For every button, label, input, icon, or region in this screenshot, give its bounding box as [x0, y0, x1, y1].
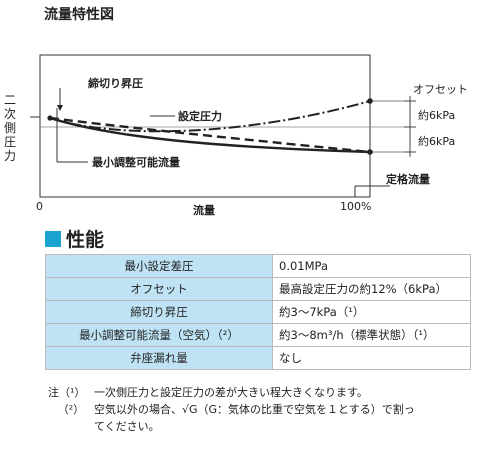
row-value: 約3～8m³/h（標準状態）（¹）: [272, 323, 471, 347]
row-value: 0.01MPa: [272, 254, 471, 278]
y-axis-label-char: 力: [4, 149, 16, 163]
row-value: なし: [272, 346, 471, 370]
note-line: （²） 空気以外の場合、√G（G：気体の比重で空気を１とする）で割っ: [48, 401, 415, 417]
offset-upper-point: [367, 98, 373, 104]
row-label: 最小設定差圧: [45, 254, 273, 278]
performance-table: 最小設定差圧 0.01MPa オフセット 最高設定圧力の約12%（6kPa） 締…: [45, 254, 471, 370]
table-row: オフセット 最高設定圧力の約12%（6kPa）: [45, 277, 471, 301]
curve-start-point: [47, 115, 53, 121]
table-row: 締切り昇圧 約3～7kPa（¹）: [45, 300, 471, 324]
x-tick-end: 100%: [340, 200, 371, 213]
table-row: 最小調整可能流量（空気）（²） 約3～8m³/h（標準状態）（¹）: [45, 323, 471, 347]
rated-flow-label: 定格流量: [386, 172, 430, 186]
row-label: オフセット: [45, 277, 273, 301]
note-line: てください。: [48, 418, 160, 434]
row-label: 弁座漏れ量: [45, 346, 273, 370]
offset-up-value: 約6kPa: [418, 108, 455, 122]
note-mark: （²）: [57, 403, 85, 416]
offset-label: オフセット: [413, 83, 468, 96]
note-text: 一次側圧力と設定圧力の差が大きい程大きくなります。: [94, 386, 368, 399]
chart-title: 流量特性図: [44, 7, 114, 23]
offset-down-value: 約6kPa: [418, 134, 455, 148]
row-value: 最高設定圧力の約12%（6kPa）: [272, 277, 471, 301]
note-text: 空気以外の場合、√G（G：気体の比重で空気を１とする）で割っ: [94, 403, 415, 416]
lockup-label: 締切り昇圧: [88, 76, 143, 90]
y-axis-label-char: 次: [4, 107, 16, 121]
performance-heading-text: 性能: [66, 229, 105, 251]
y-axis-label-char: 側: [4, 121, 16, 135]
plot-frame: [39, 54, 371, 198]
row-value: 約3～7kPa（¹）: [272, 300, 471, 324]
x-tick-start: 0: [36, 200, 43, 213]
row-label: 最小調整可能流量（空気）（²）: [45, 323, 273, 347]
dashed-pressure-curve: [49, 116, 371, 154]
row-label: 締切り昇圧: [45, 300, 273, 324]
performance-heading: 性能: [45, 225, 104, 252]
y-axis-label-char: 二: [4, 93, 16, 107]
note-mark: 注（¹）: [48, 386, 86, 399]
y-axis-label-char: 圧: [4, 135, 16, 149]
setpoint-label: 設定圧力: [178, 109, 222, 123]
x-axis-label: 流量: [193, 203, 215, 217]
note-text: てください。: [94, 420, 160, 433]
note-line: 注（¹） 一次側圧力と設定圧力の差が大きい程大きくなります。: [48, 384, 368, 400]
min-flow-label: 最小調整可能流量: [92, 155, 180, 169]
offset-lower-point: [367, 149, 373, 155]
flow-characteristic-chart: 二 次 側 圧 力 締切り昇圧 設定圧力 最小調整可能流量 オフセット 約6kP…: [4, 54, 468, 217]
table-row: 最小設定差圧 0.01MPa: [45, 254, 471, 278]
heading-square-icon: [45, 230, 61, 247]
table-row: 弁座漏れ量 なし: [45, 346, 471, 370]
increasing-pressure-curve: [49, 100, 371, 133]
